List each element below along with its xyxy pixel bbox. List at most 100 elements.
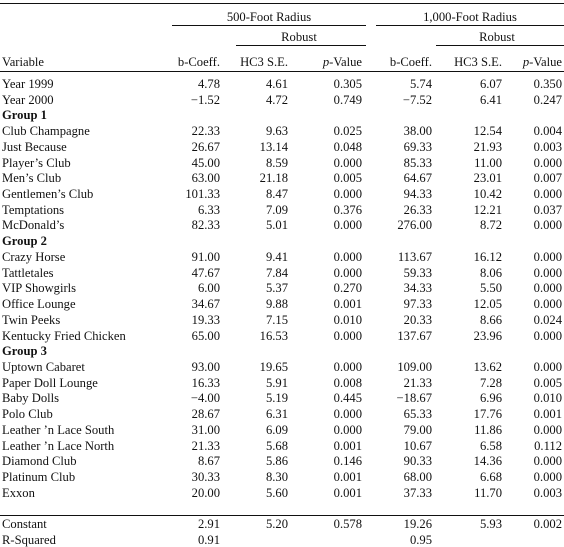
value-cell: 5.74: [409, 77, 432, 91]
robust-header-500: Robust: [281, 30, 317, 44]
value-cell: 0.010: [333, 312, 362, 327]
value-cell: 23.96: [473, 328, 502, 343]
value-cell: 37.33: [403, 485, 432, 500]
group-rule-1000: [376, 25, 564, 26]
value-cell: 0.000: [333, 249, 362, 264]
value-cell: 0.024: [533, 312, 562, 327]
value-cell: 12.21: [473, 202, 502, 217]
value-cell: −7.52: [402, 92, 432, 107]
value-cell: 9.41: [265, 249, 288, 264]
value-cell: 0.000: [333, 407, 362, 422]
variable-label: Player’s Club: [2, 155, 71, 170]
value-cell: 6.00: [197, 281, 220, 296]
value-cell: 0.146: [333, 454, 362, 469]
value-cell: 5.19: [265, 391, 288, 406]
value-cell: 0.000: [533, 155, 562, 170]
value-cell: 13.62: [473, 359, 502, 374]
value-cell: 8.47: [265, 187, 288, 202]
value-cell: 6.41: [479, 92, 502, 107]
value-cell: 0.112: [534, 438, 562, 453]
value-cell: 0.001: [333, 470, 362, 484]
variable-label: Just Because: [2, 139, 67, 154]
variable-label: Year 2000: [2, 92, 54, 107]
regression-table: 500-Foot Radius 1,000-Foot Radius Robust…: [0, 3, 564, 547]
value-cell: 0.000: [533, 218, 562, 233]
value-cell: 0.749: [333, 92, 362, 107]
value-cell: 0.003: [533, 139, 562, 154]
value-cell: 0.270: [333, 281, 362, 296]
value-cell: 91.00: [191, 249, 220, 264]
value-suffix: -Value: [329, 55, 362, 69]
value-cell: 0.000: [533, 454, 562, 469]
value-cell: 7.84: [265, 265, 288, 280]
variable-label: Year 1999: [2, 77, 54, 91]
value-cell: 0.000: [533, 422, 562, 437]
value-cell: 12.54: [473, 124, 502, 139]
value-cell: 0.91: [197, 532, 220, 547]
value-cell: 0.350: [533, 77, 562, 91]
variable-label: Baby Dolls: [2, 391, 60, 406]
value-cell: 0.004: [533, 124, 562, 139]
value-cell: 0.008: [333, 375, 362, 390]
variable-label: Office Lounge: [2, 297, 76, 312]
value-cell: 0.005: [333, 171, 362, 186]
value-cell: 28.67: [191, 407, 220, 422]
value-cell: 0.305: [333, 77, 362, 91]
value-cell: 2.91: [197, 517, 220, 532]
hc3-header-1000: HC3 S.E.: [454, 55, 502, 69]
value-cell: 8.06: [479, 265, 502, 280]
value-suffix: -Value: [529, 55, 562, 69]
value-cell: 97.33: [403, 297, 432, 312]
value-cell: 0.000: [333, 155, 362, 170]
variable-header: Variable: [2, 55, 44, 69]
variable-label: Leather ’n Lace North: [2, 438, 115, 453]
variable-label: Constant: [2, 517, 47, 532]
value-cell: 0.000: [333, 422, 362, 437]
variable-label: Exxon: [2, 485, 35, 500]
value-cell: 0.000: [533, 281, 562, 296]
robust-rule-500: [236, 45, 366, 46]
value-cell: 5.91: [265, 375, 288, 390]
value-cell: 8.72: [479, 218, 502, 233]
value-cell: 5.01: [265, 218, 288, 233]
value-cell: −1.52: [190, 92, 220, 107]
value-cell: 6.68: [479, 470, 502, 484]
value-cell: 0.000: [333, 187, 362, 202]
variable-label: R-Squared: [2, 532, 56, 547]
value-cell: 59.33: [403, 265, 432, 280]
value-cell: 0.037: [533, 202, 562, 217]
value-cell: 5.68: [265, 438, 288, 453]
variable-label: Twin Peeks: [2, 312, 61, 327]
value-cell: 137.67: [397, 328, 432, 343]
variable-label: Tattletales: [2, 265, 54, 280]
value-cell: 113.67: [397, 249, 432, 264]
value-cell: 38.00: [403, 124, 432, 139]
value-cell: 0.95: [409, 532, 432, 547]
value-cell: 17.76: [473, 407, 502, 422]
value-cell: 5.37: [265, 281, 288, 296]
value-cell: 21.33: [403, 375, 432, 390]
value-cell: 0.025: [333, 124, 362, 139]
value-cell: 0.001: [333, 438, 362, 453]
value-cell: 8.59: [265, 155, 288, 170]
value-cell: 23.01: [473, 171, 502, 186]
value-cell: 20.33: [403, 312, 432, 327]
value-cell: 65.33: [403, 407, 432, 422]
value-cell: 19.65: [259, 359, 288, 374]
value-cell: 45.00: [191, 155, 220, 170]
value-cell: 82.33: [191, 218, 220, 233]
value-cell: 0.007: [533, 171, 562, 186]
value-cell: 5.93: [479, 517, 502, 532]
value-cell: 0.000: [333, 218, 362, 233]
variable-label: VIP Showgirls: [2, 281, 77, 296]
value-cell: 0.445: [333, 391, 362, 406]
value-cell: 47.67: [191, 265, 220, 280]
value-cell: 22.33: [191, 124, 220, 139]
top-rule: [0, 3, 564, 4]
value-cell: 5.60: [265, 485, 288, 500]
value-cell: 0.001: [333, 485, 362, 500]
value-cell: 5.20: [265, 517, 288, 532]
value-cell: 69.33: [403, 139, 432, 154]
variable-label: Club Champagne: [2, 124, 90, 139]
variable-label: Leather ’n Lace South: [2, 422, 115, 437]
